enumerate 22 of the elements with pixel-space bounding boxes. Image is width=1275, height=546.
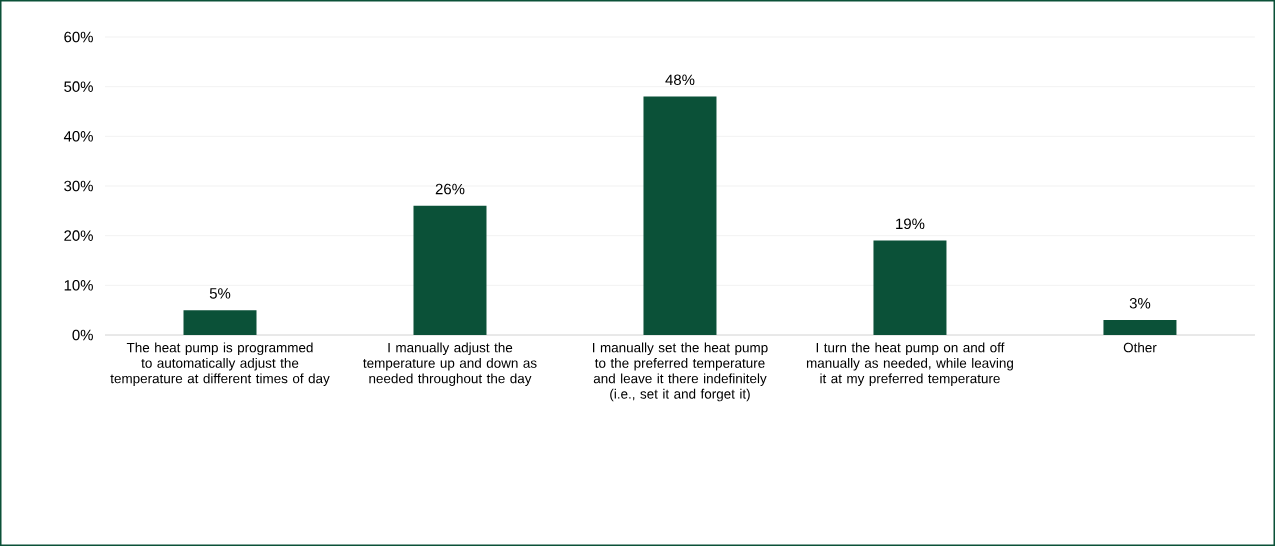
y-tick-label: 0% xyxy=(72,329,93,341)
bar xyxy=(643,96,717,335)
x-tick-label: I manually adjust the temperature up and down as needed throughout the day xyxy=(363,342,537,386)
y-tick-label: 60% xyxy=(64,31,93,43)
data-label: 26% xyxy=(435,183,465,195)
bar xyxy=(1103,320,1177,335)
bar xyxy=(413,205,487,335)
data-label: 19% xyxy=(896,218,925,230)
bar xyxy=(873,240,947,335)
x-tick-label: I turn the heat pump on and off manually as needed, while leaving it at my preferred temperature xyxy=(806,342,1013,386)
y-tick-label: 10% xyxy=(64,280,93,291)
data-label: 3% xyxy=(1129,297,1151,309)
x-tick-label: Other xyxy=(1123,342,1157,353)
data-label: 5% xyxy=(209,288,231,299)
y-tick-label: 20% xyxy=(64,230,93,241)
bar xyxy=(183,310,257,335)
y-tick-label: 30% xyxy=(64,180,93,192)
y-tick-label: 40% xyxy=(63,131,93,142)
x-tick-label: I manually set the heat pump to the preferred temperature and leave it there indefinitely (i.e., set it and forget it) xyxy=(593,342,768,402)
y-tick-label: 50% xyxy=(64,81,93,92)
data-label: 48% xyxy=(665,74,695,86)
x-tick-label: The heat pump is programmed to automatically adjust the temperature at different times of day xyxy=(110,342,330,386)
